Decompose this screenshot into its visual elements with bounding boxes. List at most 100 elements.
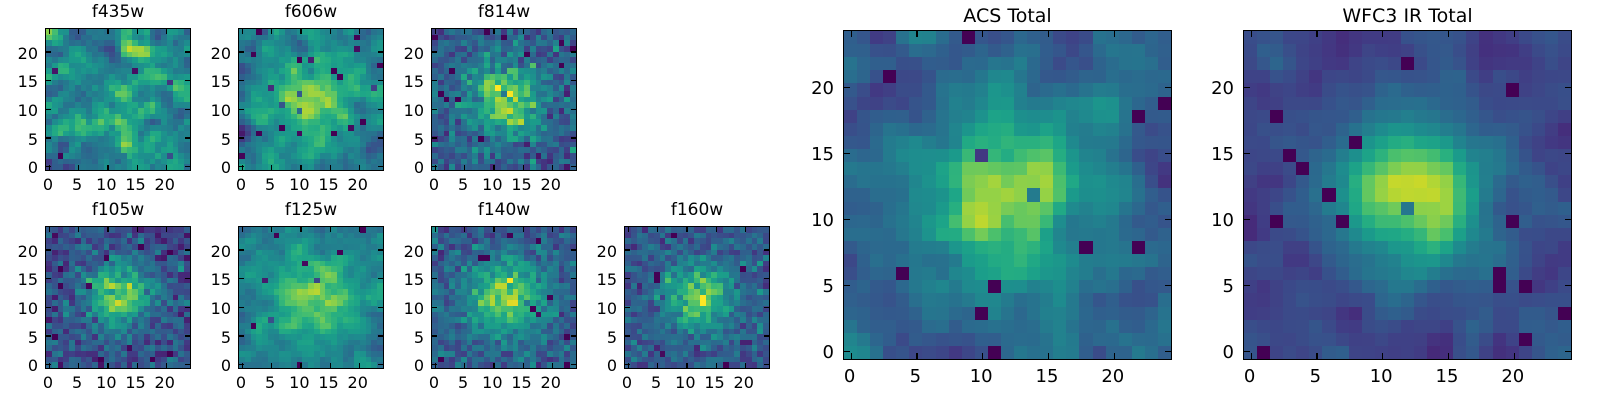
axes-f160w[interactable] — [624, 226, 770, 369]
axes-f140w[interactable] — [431, 226, 577, 369]
heatmap-cell — [432, 238, 438, 244]
heatmap-cell — [161, 289, 167, 295]
heatmap-cell — [705, 238, 712, 244]
heatmap-cell — [472, 227, 479, 233]
heatmap-cell — [256, 34, 263, 41]
heatmap-cell — [359, 345, 366, 352]
heatmap-cell — [348, 243, 355, 250]
heatmap-cell — [262, 102, 268, 108]
heatmap-cell — [74, 277, 81, 284]
heatmap-cell — [109, 91, 116, 97]
axes-f105w[interactable] — [45, 226, 191, 369]
heatmap-cell — [46, 356, 52, 363]
heatmap-cell — [103, 113, 110, 120]
heatmap-cell — [541, 260, 548, 267]
axes-acs-total[interactable] — [843, 30, 1172, 360]
heatmap-cell — [296, 96, 303, 103]
heatmap-cell — [449, 328, 456, 335]
heatmap-cell — [250, 85, 257, 92]
heatmap-cell — [279, 96, 286, 103]
heatmap-cell — [155, 283, 162, 290]
heatmap-cell — [51, 107, 58, 114]
y-tick — [432, 363, 437, 366]
heatmap-cell — [279, 311, 286, 318]
heatmap-cell — [694, 328, 700, 335]
heatmap-cell — [313, 51, 320, 58]
heatmap-cell — [120, 243, 127, 250]
heatmap-cell — [331, 277, 337, 284]
heatmap-cell — [740, 289, 746, 295]
heatmap-cell — [132, 85, 139, 92]
heatmap-cell — [92, 339, 98, 346]
heatmap-cell — [155, 289, 162, 295]
heatmap-cell — [132, 74, 139, 80]
heatmap-cell — [69, 305, 75, 312]
heatmap-cell — [506, 311, 513, 318]
heatmap-cell — [342, 57, 349, 63]
heatmap-cell — [506, 164, 513, 170]
x-tick-label: 20 — [347, 175, 368, 194]
heatmap-cell — [478, 266, 484, 273]
heatmap-cell — [161, 164, 167, 170]
heatmap-cell — [1092, 70, 1106, 84]
heatmap-cell — [437, 74, 444, 80]
heatmap-cell — [155, 96, 162, 103]
heatmap-cell — [570, 227, 576, 233]
heatmap-cell — [244, 141, 251, 148]
heatmap-cell — [630, 351, 637, 357]
heatmap-cell — [51, 51, 58, 58]
x-tick — [271, 29, 273, 34]
heatmap-cell — [302, 34, 309, 41]
heatmap-cell — [495, 317, 502, 323]
y-tick — [378, 51, 383, 53]
heatmap-cell — [495, 29, 502, 35]
heatmap-cell — [46, 62, 52, 69]
heatmap-cell — [115, 362, 121, 368]
heatmap-cell — [1000, 96, 1015, 110]
heatmap-cell — [688, 232, 695, 239]
heatmap-cell — [319, 345, 326, 352]
heatmap-cell — [325, 300, 332, 306]
heatmap-cell — [325, 62, 332, 69]
heatmap-cell — [489, 339, 496, 346]
axes-f125w[interactable] — [238, 226, 384, 369]
heatmap-cell — [844, 149, 858, 163]
heatmap-cell — [1053, 188, 1067, 202]
heatmap-cell — [535, 102, 542, 108]
heatmap-cell — [57, 238, 64, 244]
heatmap-cell — [524, 74, 530, 80]
heatmap-cell — [57, 339, 64, 346]
heatmap-cell — [115, 356, 121, 363]
heatmap-cell — [80, 351, 87, 357]
heatmap-cell — [757, 300, 764, 306]
heatmap-cell — [267, 334, 274, 340]
heatmap-cell — [653, 322, 660, 329]
heatmap-cell — [751, 322, 758, 329]
heatmap-cell — [455, 79, 461, 86]
axes-f606w[interactable] — [238, 28, 384, 171]
heatmap-cell — [296, 153, 303, 159]
heatmap-cell — [472, 305, 479, 312]
heatmap-cell — [354, 345, 360, 352]
heatmap-cell — [745, 362, 752, 368]
axes-f814w[interactable] — [431, 28, 577, 171]
heatmap-cell — [336, 124, 343, 131]
heatmap-cell — [354, 113, 360, 120]
heatmap-cell — [740, 243, 746, 250]
heatmap-cell — [290, 62, 297, 69]
heatmap-cell — [290, 113, 297, 120]
heatmap-cell — [1092, 31, 1106, 45]
heatmap-cell — [558, 311, 565, 318]
heatmap-cell — [250, 260, 257, 267]
heatmap-cell — [512, 45, 519, 52]
heatmap-cell — [745, 339, 752, 346]
heatmap-cell — [348, 29, 355, 35]
heatmap-cell — [354, 356, 360, 363]
heatmap-cell — [1131, 83, 1145, 97]
heatmap-cell — [705, 322, 712, 329]
heatmap-cell — [558, 153, 565, 159]
heatmap-cell — [239, 317, 245, 323]
axes-f435w[interactable] — [45, 28, 191, 171]
heatmap-cell — [1053, 122, 1067, 136]
heatmap-cell — [460, 266, 467, 273]
